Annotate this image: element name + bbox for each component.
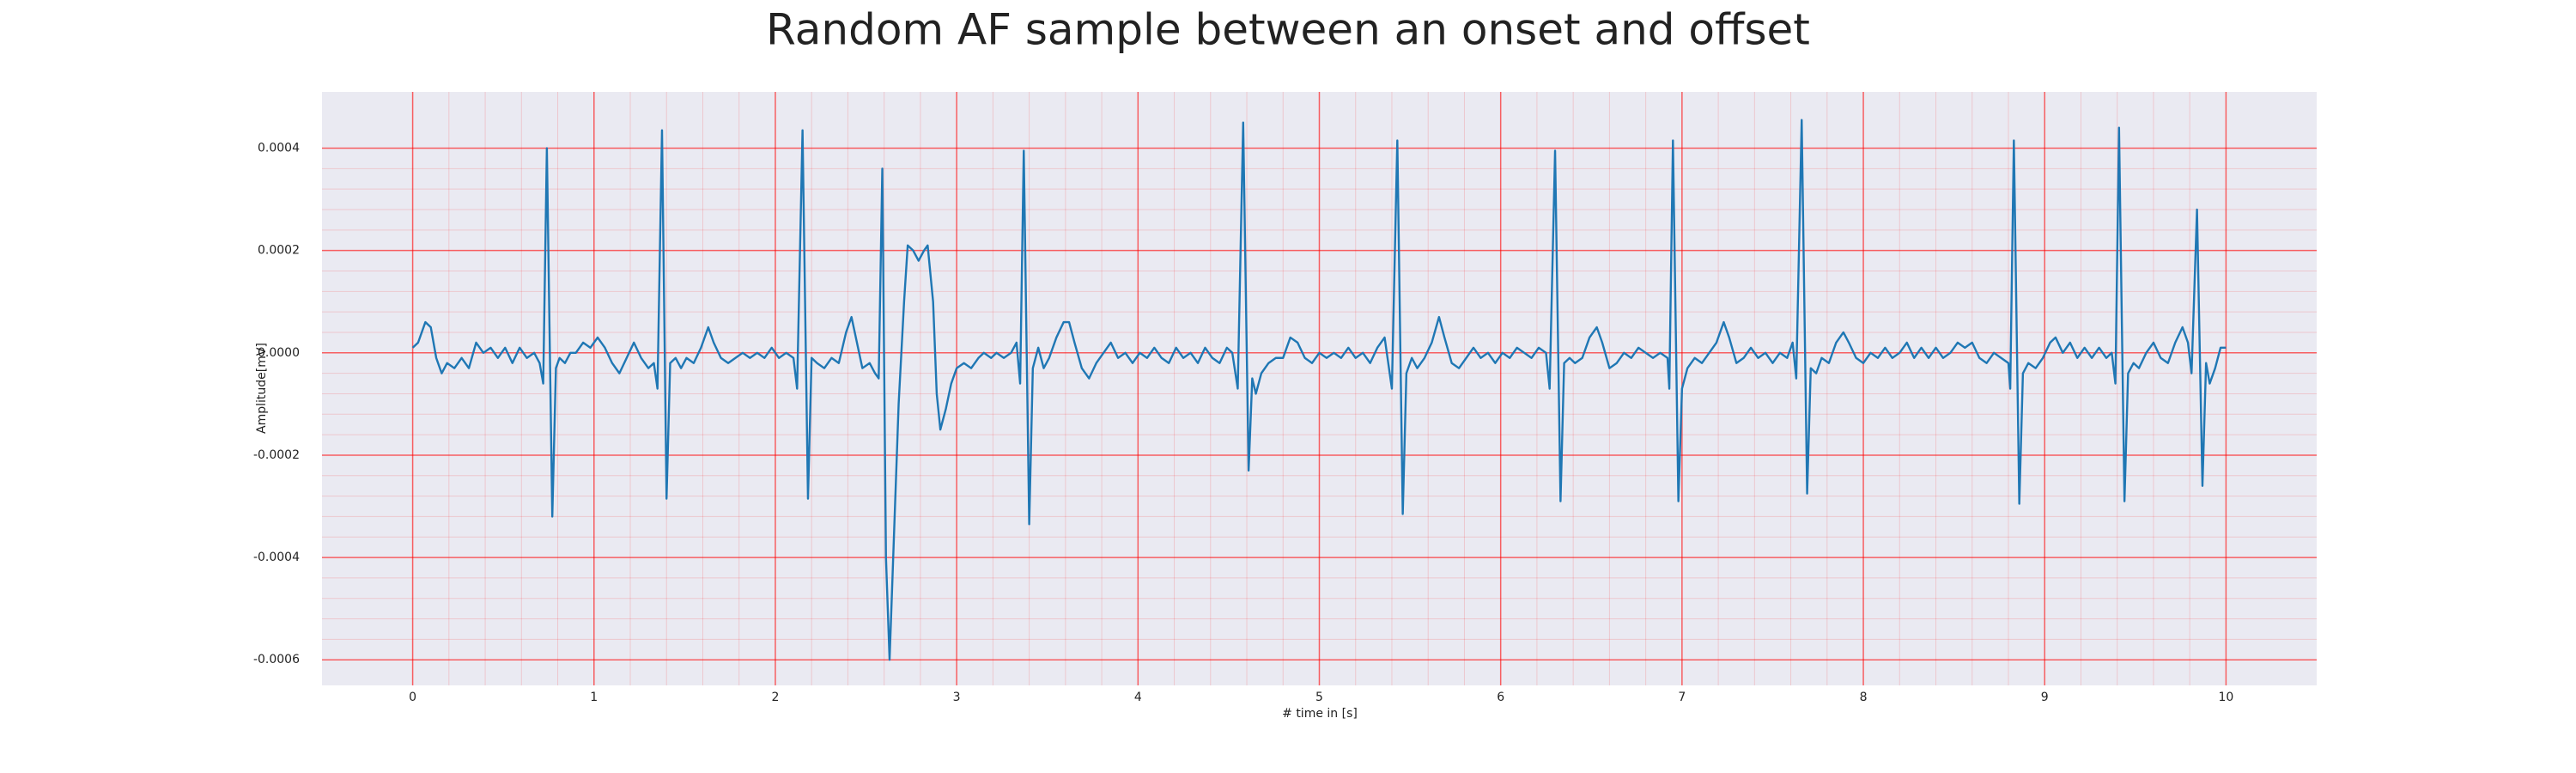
x-tick-label: 2 <box>771 691 779 704</box>
x-tick-label: 4 <box>1134 691 1142 704</box>
chart-title: Random AF sample between an onset and of… <box>766 5 1810 55</box>
y-tick-label: -0.0002 <box>253 448 300 462</box>
x-tick-label: 8 <box>1860 691 1868 704</box>
x-tick-label: 0 <box>409 691 416 704</box>
y-axis-label: Amplitude[mV] <box>255 343 269 434</box>
x-tick-label: 3 <box>953 691 961 704</box>
y-tick-label: -0.0004 <box>253 551 300 564</box>
grid <box>322 92 2317 685</box>
x-tick-label: 1 <box>590 691 598 704</box>
x-axis-label: # time in [s] <box>1282 707 1358 721</box>
x-tick-label: 5 <box>1315 691 1323 704</box>
x-tick-label: 9 <box>2041 691 2049 704</box>
y-tick-label: 0.0004 <box>258 142 300 155</box>
signal-line <box>411 119 2227 661</box>
y-tick-label: 0.0000 <box>258 346 300 360</box>
x-tick-label: 6 <box>1497 691 1504 704</box>
x-tick-label: 10 <box>2218 691 2233 704</box>
y-tick-label: -0.0006 <box>253 653 300 666</box>
x-tick-label: 7 <box>1678 691 1686 704</box>
y-tick-label: 0.0002 <box>258 244 300 258</box>
